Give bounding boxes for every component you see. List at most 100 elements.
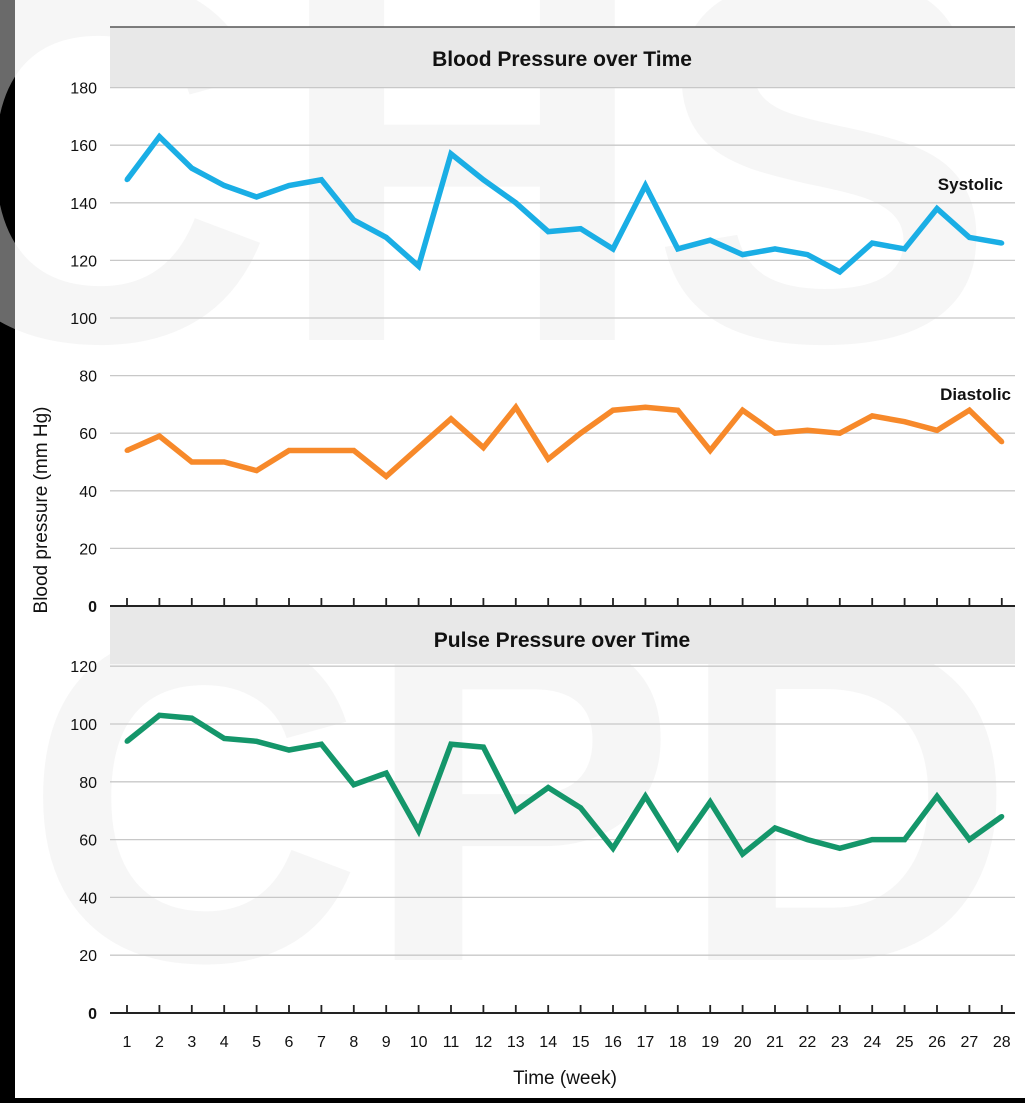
systolic-point-week-2 — [156, 134, 162, 140]
diastolic-point-week-28 — [999, 439, 1005, 445]
bottom-series-0-point-week-1 — [124, 738, 130, 744]
systolic-point-week-5 — [254, 194, 260, 200]
top-y-tick-label-80: 80 — [79, 369, 97, 386]
bottom-series-0-point-week-3 — [189, 715, 195, 721]
x-tick-label-16: 16 — [604, 1034, 622, 1051]
systolic-point-week-16 — [610, 246, 616, 252]
x-tick-label-26: 26 — [928, 1034, 946, 1051]
diastolic-point-week-2 — [156, 433, 162, 439]
x-tick-label-6: 6 — [285, 1034, 294, 1051]
diastolic-line — [125, 402, 1004, 480]
diastolic-point-week-12 — [480, 445, 486, 451]
bottom-series-0-point-week-24 — [869, 837, 875, 843]
bottom-series-0-point-week-13 — [513, 808, 519, 814]
top-y-tick-label-120: 120 — [70, 253, 97, 270]
x-tick-label-20: 20 — [734, 1034, 752, 1051]
x-tick-label-18: 18 — [669, 1034, 687, 1051]
y-axis-label: Blood pressure (mm Hg) — [31, 407, 52, 614]
bottom-series-0-point-week-12 — [480, 744, 486, 750]
bottom-series-0-point-week-28 — [999, 813, 1005, 819]
bottom-y-tick-label-120: 120 — [70, 659, 97, 676]
top-chart-axis — [110, 598, 1015, 607]
bottom-series-0-point-week-4 — [221, 735, 227, 741]
top-y-tick-label-140: 140 — [70, 196, 97, 213]
bottom-series-0-point-week-22 — [804, 837, 810, 843]
diastolic-point-week-9 — [383, 473, 389, 479]
diastolic-point-week-7 — [318, 447, 324, 453]
diastolic-point-week-6 — [286, 447, 292, 453]
bottom-chart-axis — [110, 1005, 1015, 1014]
diastolic-point-week-18 — [675, 407, 681, 413]
diastolic-point-week-1 — [124, 447, 130, 453]
x-tick-label-8: 8 — [349, 1034, 358, 1051]
series-lines — [124, 132, 1005, 859]
systolic-point-week-10 — [416, 263, 422, 269]
diastolic-point-week-25 — [902, 419, 908, 425]
diastolic-point-week-27 — [966, 407, 972, 413]
bottom-series-0-point-week-7 — [318, 741, 324, 747]
diastolic-point-week-22 — [804, 427, 810, 433]
bottom-series-0-point-week-8 — [351, 782, 357, 788]
systolic-point-week-21 — [772, 246, 778, 252]
diastolic-point-week-24 — [869, 413, 875, 419]
systolic-point-week-7 — [318, 177, 324, 183]
systolic-point-week-14 — [545, 229, 551, 235]
diastolic-point-week-20 — [740, 407, 746, 413]
bottom-series-0-point-week-2 — [156, 712, 162, 718]
bottom-series-0-point-week-27 — [966, 837, 972, 843]
systolic-point-week-23 — [837, 269, 843, 275]
bottom-series-0-point-week-5 — [254, 738, 260, 744]
systolic-point-week-4 — [221, 183, 227, 189]
x-tick-label-5: 5 — [252, 1034, 261, 1051]
bottom-series-0-point-week-26 — [934, 793, 940, 799]
bottom-series-0-point-week-17 — [642, 793, 648, 799]
diastolic-point-week-21 — [772, 430, 778, 436]
diastolic-series-label: Diastolic — [940, 385, 1011, 404]
bottom-title-band — [110, 606, 1015, 664]
bottom-series-0-point-week-16 — [610, 845, 616, 851]
systolic-point-week-18 — [675, 246, 681, 252]
top-chart-gridlines — [110, 86, 1015, 550]
systolic-point-week-25 — [902, 246, 908, 252]
x-tick-label-24: 24 — [863, 1034, 881, 1051]
x-tick-label-1: 1 — [123, 1034, 132, 1051]
bottom-series-0-point-week-18 — [675, 845, 681, 851]
x-tick-label-7: 7 — [317, 1034, 326, 1051]
systolic-point-week-24 — [869, 240, 875, 246]
top-chart-title: Blood Pressure over Time — [432, 48, 692, 71]
systolic-point-week-17 — [642, 183, 648, 189]
systolic-point-week-20 — [740, 252, 746, 258]
top-chart-y-tick-labels: 0 20 40 60 80 100 120 140 160 180 — [70, 81, 97, 616]
top-y-tick-label-20: 20 — [79, 541, 97, 558]
diastolic-point-week-23 — [837, 430, 843, 436]
systolic-point-week-19 — [707, 237, 713, 243]
systolic-point-week-1 — [124, 177, 130, 183]
systolic-point-week-28 — [999, 240, 1005, 246]
bottom-series-0-point-week-21 — [772, 825, 778, 831]
bottom-series-0-point-week-19 — [707, 799, 713, 805]
diastolic-point-week-14 — [545, 456, 551, 462]
x-tick-label-13: 13 — [507, 1034, 525, 1051]
x-tick-label-21: 21 — [766, 1034, 784, 1051]
diastolic-point-week-16 — [610, 407, 616, 413]
diastolic-point-week-13 — [513, 404, 519, 410]
x-tick-label-22: 22 — [799, 1034, 817, 1051]
systolic-point-week-3 — [189, 165, 195, 171]
top-y-tick-label-160: 160 — [70, 138, 97, 155]
bottom-series-0-point-week-23 — [837, 845, 843, 851]
bottom-y-tick-label-100: 100 — [70, 717, 97, 734]
bottom-series-0-line — [125, 712, 1004, 859]
bottom-series-0-point-week-15 — [578, 805, 584, 811]
x-axis-label: Time (week) — [513, 1068, 617, 1089]
x-tick-label-4: 4 — [220, 1034, 229, 1051]
x-tick-label-9: 9 — [382, 1034, 391, 1051]
x-tick-label-10: 10 — [410, 1034, 428, 1051]
systolic-point-week-9 — [383, 234, 389, 240]
x-tick-label-2: 2 — [155, 1034, 164, 1051]
systolic-point-week-27 — [966, 234, 972, 240]
diastolic-point-week-15 — [578, 430, 584, 436]
top-title-band — [110, 27, 1015, 87]
systolic-line — [124, 132, 1003, 276]
systolic-point-week-11 — [448, 151, 454, 157]
